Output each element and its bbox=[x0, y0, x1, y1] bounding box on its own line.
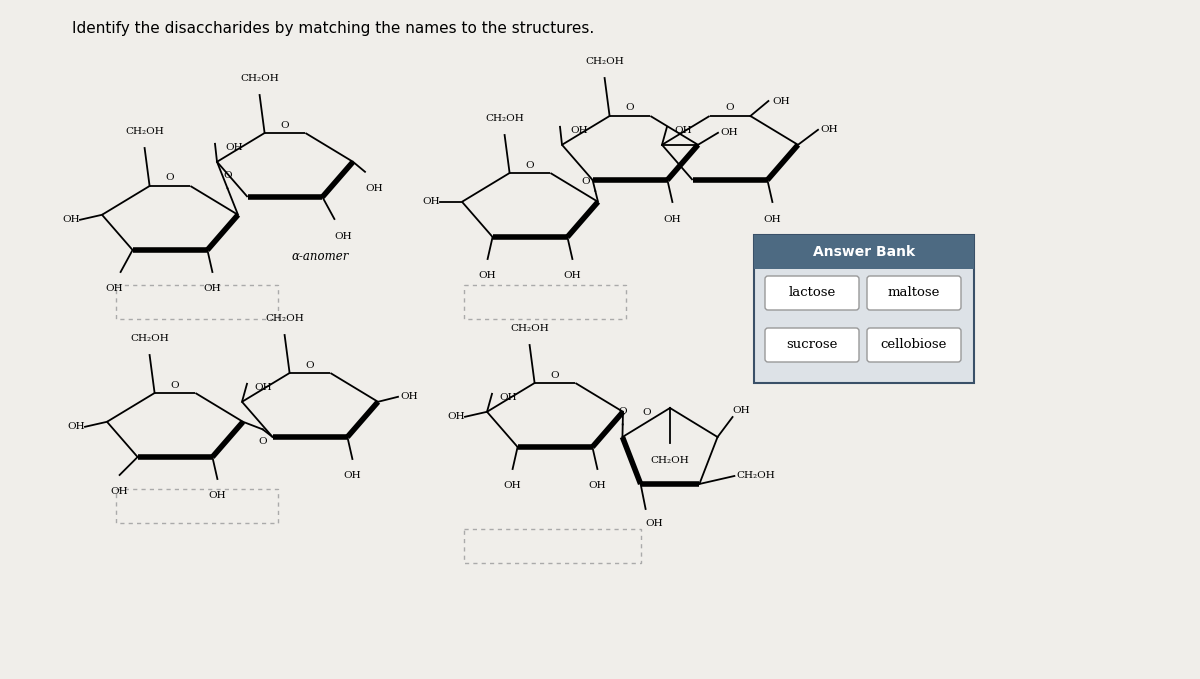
FancyBboxPatch shape bbox=[464, 529, 641, 563]
Text: maltose: maltose bbox=[888, 287, 940, 299]
FancyBboxPatch shape bbox=[766, 328, 859, 362]
Text: Answer Bank: Answer Bank bbox=[812, 245, 916, 259]
Text: OH: OH bbox=[820, 126, 838, 134]
Text: O: O bbox=[170, 380, 179, 390]
Text: OH: OH bbox=[209, 491, 227, 500]
Text: OH: OH bbox=[254, 384, 271, 392]
Text: cellobiose: cellobiose bbox=[881, 339, 947, 352]
Text: OH: OH bbox=[67, 422, 85, 431]
Text: OH: OH bbox=[763, 215, 781, 224]
Text: O: O bbox=[258, 437, 268, 446]
FancyBboxPatch shape bbox=[116, 285, 278, 319]
Text: O: O bbox=[526, 160, 534, 170]
Text: CH₂OH: CH₂OH bbox=[240, 74, 278, 83]
Text: OH: OH bbox=[110, 487, 128, 496]
Text: OH: OH bbox=[226, 143, 242, 152]
Text: OH: OH bbox=[570, 126, 588, 135]
Text: OH: OH bbox=[664, 215, 682, 224]
Text: O: O bbox=[306, 361, 314, 369]
FancyBboxPatch shape bbox=[116, 489, 278, 523]
Text: CH₂OH: CH₂OH bbox=[131, 334, 169, 343]
Text: O: O bbox=[726, 103, 734, 113]
Text: sucrose: sucrose bbox=[786, 339, 838, 352]
Text: O: O bbox=[281, 120, 289, 130]
Text: OH: OH bbox=[588, 481, 606, 490]
Text: O: O bbox=[618, 407, 628, 416]
Text: OH: OH bbox=[204, 284, 221, 293]
Text: OH: OH bbox=[479, 271, 497, 280]
Text: OH: OH bbox=[106, 284, 124, 293]
Text: OH: OH bbox=[335, 232, 352, 241]
Text: CH₂OH: CH₂OH bbox=[125, 127, 164, 136]
Text: OH: OH bbox=[422, 198, 440, 206]
FancyBboxPatch shape bbox=[766, 276, 859, 310]
Text: CH₂OH: CH₂OH bbox=[737, 471, 775, 481]
Text: lactose: lactose bbox=[788, 287, 835, 299]
Text: OH: OH bbox=[773, 96, 790, 105]
Text: O: O bbox=[223, 171, 232, 181]
Text: Identify the disaccharides by matching the names to the structures.: Identify the disaccharides by matching t… bbox=[72, 20, 594, 35]
Text: OH: OH bbox=[499, 393, 517, 402]
Text: O: O bbox=[166, 174, 174, 183]
Text: OH: OH bbox=[564, 271, 581, 280]
FancyBboxPatch shape bbox=[866, 328, 961, 362]
FancyBboxPatch shape bbox=[464, 285, 626, 319]
Text: O: O bbox=[625, 103, 635, 113]
Text: OH: OH bbox=[62, 215, 80, 224]
Text: OH: OH bbox=[365, 184, 383, 193]
Text: CH₂OH: CH₂OH bbox=[485, 114, 524, 123]
Bar bbox=[754, 235, 974, 383]
Text: OH: OH bbox=[448, 412, 466, 421]
Text: OH: OH bbox=[674, 126, 691, 135]
FancyBboxPatch shape bbox=[866, 276, 961, 310]
Text: OH: OH bbox=[504, 481, 522, 490]
Text: CH₂OH: CH₂OH bbox=[586, 57, 624, 66]
Text: CH₂OH: CH₂OH bbox=[265, 314, 304, 323]
Text: CH₂OH: CH₂OH bbox=[510, 324, 548, 333]
Text: O: O bbox=[582, 177, 590, 186]
Text: O: O bbox=[551, 371, 559, 380]
Bar bbox=[754, 235, 974, 269]
Text: α-anomer: α-anomer bbox=[292, 250, 349, 263]
Text: OH: OH bbox=[732, 406, 750, 415]
Text: CH₂OH: CH₂OH bbox=[650, 456, 689, 465]
Text: OH: OH bbox=[343, 471, 361, 480]
Text: OH: OH bbox=[646, 519, 664, 528]
Text: OH: OH bbox=[400, 392, 418, 401]
Text: OH: OH bbox=[720, 128, 738, 137]
Text: O: O bbox=[642, 407, 650, 416]
